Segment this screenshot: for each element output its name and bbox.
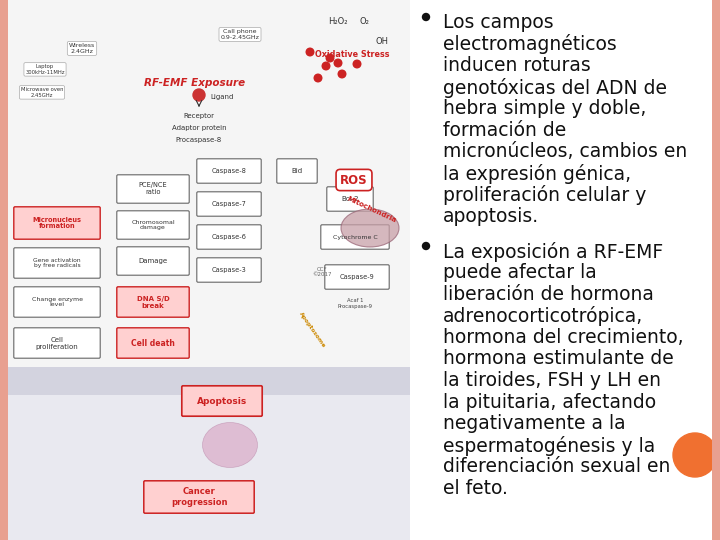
Circle shape bbox=[423, 14, 430, 21]
Text: Cytochrome C: Cytochrome C bbox=[333, 234, 377, 240]
Text: hormona estimulante de: hormona estimulante de bbox=[443, 349, 674, 368]
FancyBboxPatch shape bbox=[14, 287, 100, 317]
Text: Change enzyme
level: Change enzyme level bbox=[32, 296, 83, 307]
FancyBboxPatch shape bbox=[197, 258, 261, 282]
Bar bbox=[410, 0, 712, 540]
Text: Receptor: Receptor bbox=[184, 113, 215, 119]
Text: electromagnéticos: electromagnéticos bbox=[443, 35, 617, 55]
FancyBboxPatch shape bbox=[197, 225, 261, 249]
Text: O₂: O₂ bbox=[359, 17, 369, 26]
Ellipse shape bbox=[341, 209, 399, 247]
FancyBboxPatch shape bbox=[276, 159, 318, 183]
Circle shape bbox=[354, 60, 361, 68]
FancyBboxPatch shape bbox=[197, 159, 261, 183]
Text: PCE/NCE
ratio: PCE/NCE ratio bbox=[139, 183, 167, 195]
Text: formación de: formación de bbox=[443, 120, 566, 139]
Bar bbox=[8, 0, 410, 540]
FancyBboxPatch shape bbox=[117, 287, 189, 317]
Text: puede afectar la: puede afectar la bbox=[443, 264, 597, 282]
Text: la pituitaria, afectando: la pituitaria, afectando bbox=[443, 393, 656, 411]
Text: Damage: Damage bbox=[138, 258, 168, 264]
Ellipse shape bbox=[202, 422, 258, 468]
Circle shape bbox=[334, 59, 342, 67]
Text: Acaf 1
Procaspase-9: Acaf 1 Procaspase-9 bbox=[338, 298, 372, 309]
Text: Mitochondria: Mitochondria bbox=[346, 196, 397, 224]
Bar bbox=[712, 0, 720, 540]
FancyBboxPatch shape bbox=[117, 328, 189, 358]
Text: Adaptor protein: Adaptor protein bbox=[171, 125, 226, 131]
Text: hormona del crecimiento,: hormona del crecimiento, bbox=[443, 328, 683, 347]
Bar bbox=[8, 367, 410, 395]
Circle shape bbox=[314, 74, 322, 82]
Text: hebra simple y doble,: hebra simple y doble, bbox=[443, 99, 647, 118]
Text: Caspase-6: Caspase-6 bbox=[212, 234, 246, 240]
FancyBboxPatch shape bbox=[197, 192, 261, 216]
Text: la expresión génica,: la expresión génica, bbox=[443, 164, 631, 184]
FancyBboxPatch shape bbox=[117, 175, 189, 203]
FancyBboxPatch shape bbox=[14, 248, 100, 278]
Text: Oxidative Stress: Oxidative Stress bbox=[315, 50, 390, 59]
Text: inducen roturas: inducen roturas bbox=[443, 56, 590, 75]
Text: la tiroides, FSH y LH en: la tiroides, FSH y LH en bbox=[443, 371, 661, 390]
FancyBboxPatch shape bbox=[321, 225, 390, 249]
Text: apoptosis.: apoptosis. bbox=[443, 206, 539, 226]
Text: Caspase-7: Caspase-7 bbox=[212, 201, 246, 207]
Text: el feto.: el feto. bbox=[443, 478, 508, 497]
Text: Bid: Bid bbox=[292, 168, 302, 174]
Text: Wireless
2.4GHz: Wireless 2.4GHz bbox=[69, 43, 95, 54]
FancyBboxPatch shape bbox=[181, 386, 262, 416]
Text: negativamente a la: negativamente a la bbox=[443, 414, 626, 433]
Text: H₂O₂: H₂O₂ bbox=[328, 17, 348, 26]
FancyBboxPatch shape bbox=[144, 481, 254, 513]
Bar bbox=[8, 395, 410, 540]
Text: Procaspase-8: Procaspase-8 bbox=[176, 137, 222, 143]
Text: diferenciación sexual en: diferenciación sexual en bbox=[443, 457, 670, 476]
Text: Microwave oven
2.45GHz: Microwave oven 2.45GHz bbox=[21, 87, 63, 98]
FancyBboxPatch shape bbox=[117, 211, 189, 239]
Text: CCF
©2017: CCF ©2017 bbox=[312, 267, 332, 278]
Text: Los campos: Los campos bbox=[443, 13, 554, 32]
Text: micronúcleos, cambios en: micronúcleos, cambios en bbox=[443, 142, 688, 161]
Text: Apoptosis: Apoptosis bbox=[197, 396, 247, 406]
Circle shape bbox=[326, 54, 334, 62]
Text: RF-EMF Exposure: RF-EMF Exposure bbox=[145, 78, 246, 88]
FancyBboxPatch shape bbox=[325, 265, 390, 289]
FancyBboxPatch shape bbox=[14, 328, 100, 358]
Text: proliferación celular y: proliferación celular y bbox=[443, 185, 647, 205]
Circle shape bbox=[306, 48, 314, 56]
Text: ROS: ROS bbox=[340, 173, 368, 186]
Text: Cancer
progression: Cancer progression bbox=[171, 487, 228, 507]
Text: Caspase-3: Caspase-3 bbox=[212, 267, 246, 273]
Circle shape bbox=[338, 70, 346, 78]
Text: genotóxicas del ADN de: genotóxicas del ADN de bbox=[443, 78, 667, 98]
Text: Chromosomal
damage: Chromosomal damage bbox=[131, 220, 175, 231]
Circle shape bbox=[323, 62, 330, 70]
FancyBboxPatch shape bbox=[14, 207, 100, 239]
Text: Call phone
0.9-2.45GHz: Call phone 0.9-2.45GHz bbox=[220, 29, 259, 40]
Text: Micronucleus
formation: Micronucleus formation bbox=[32, 217, 81, 230]
Circle shape bbox=[673, 433, 717, 477]
Text: Cell death: Cell death bbox=[131, 339, 175, 348]
Text: Caspase-8: Caspase-8 bbox=[212, 168, 246, 174]
Circle shape bbox=[193, 89, 205, 101]
Text: Ligand: Ligand bbox=[210, 94, 233, 100]
Text: espermatogénesis y la: espermatogénesis y la bbox=[443, 435, 655, 456]
Bar bbox=[0, 0, 8, 540]
Text: Gene activation
by free radicals: Gene activation by free radicals bbox=[33, 258, 81, 268]
Text: OH: OH bbox=[376, 37, 389, 46]
Text: Cell
proliferation: Cell proliferation bbox=[35, 336, 78, 349]
Circle shape bbox=[423, 242, 430, 249]
Text: Bcl-2: Bcl-2 bbox=[341, 196, 359, 202]
FancyBboxPatch shape bbox=[327, 187, 373, 211]
Text: DNA S/D
break: DNA S/D break bbox=[137, 295, 169, 308]
Text: La exposición a RF-EMF: La exposición a RF-EMF bbox=[443, 242, 663, 262]
Text: liberación de hormona: liberación de hormona bbox=[443, 285, 654, 304]
Text: Caspase-9: Caspase-9 bbox=[340, 274, 374, 280]
Text: Apoptosome: Apoptosome bbox=[298, 311, 326, 349]
Text: Laptop
300kHz-11MHz: Laptop 300kHz-11MHz bbox=[25, 64, 65, 75]
Text: adrenocorticotrópica,: adrenocorticotrópica, bbox=[443, 307, 643, 327]
FancyBboxPatch shape bbox=[117, 247, 189, 275]
